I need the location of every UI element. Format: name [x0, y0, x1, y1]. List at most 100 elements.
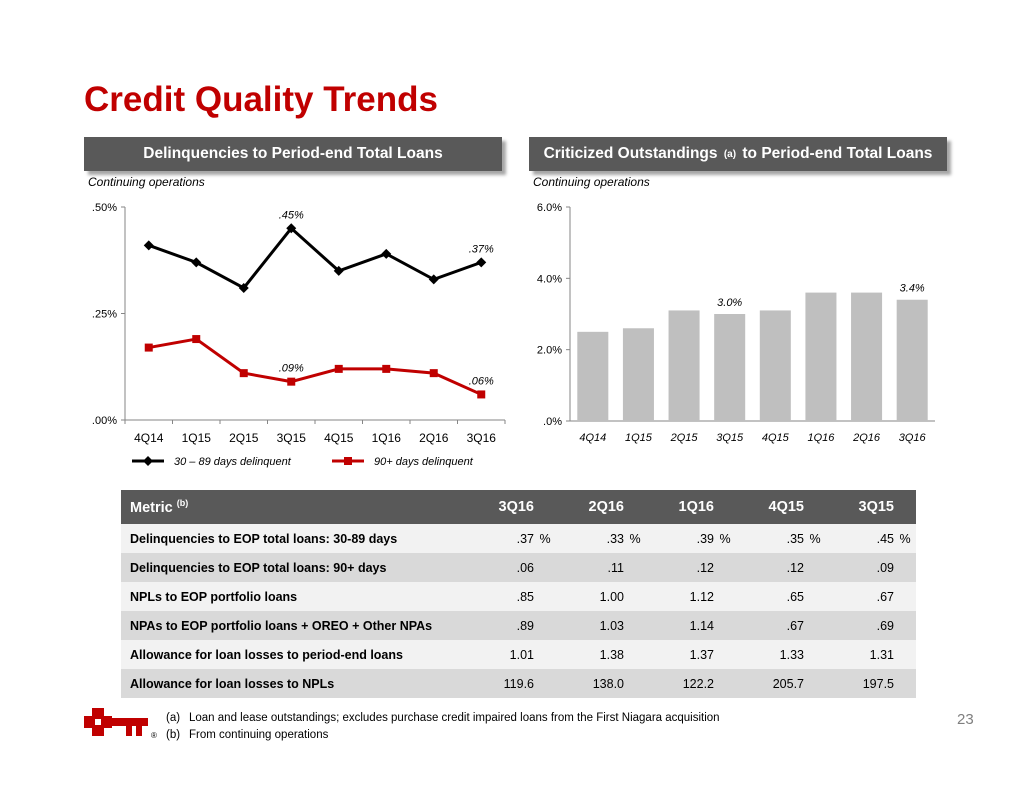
page-number: 23 [957, 711, 974, 728]
cell-value: 119.6 [458, 669, 534, 698]
header-metric-sup: (b) [176, 498, 189, 509]
cell-value: 1.03 [556, 611, 624, 640]
cell-value: .12 [646, 553, 714, 582]
data-point-square [144, 343, 153, 352]
table-header-row: Metric (b) 3Q16 2Q16 1Q16 4Q15 3Q15 [121, 490, 916, 524]
left-banner-text: Delinquencies to Period-end Total Loans [143, 145, 443, 162]
x-tick-label: 3Q16 [467, 431, 497, 445]
data-point-square [477, 390, 486, 399]
bar [668, 310, 700, 421]
y-tick-label: 6.0% [537, 202, 562, 214]
x-tick-label: 2Q15 [670, 432, 699, 444]
header-period: 3Q15 [826, 490, 894, 524]
data-label: .37% [469, 243, 494, 255]
footnote-mark: (b) [166, 729, 181, 741]
row-label: NPLs to EOP portfolio loans [121, 582, 458, 611]
right-banner-text-post: to Period-end Total Loans [742, 145, 933, 162]
right-banner-text-pre: Criticized Outstandings [543, 145, 718, 162]
cell-value: .89 [458, 611, 534, 640]
cell-value: 197.5 [826, 669, 894, 698]
header-period: 1Q16 [646, 490, 714, 524]
cell-value: 1.00 [556, 582, 624, 611]
registered-mark: ® [151, 731, 157, 740]
cell-pct: % [804, 524, 826, 553]
data-point-square [334, 364, 343, 373]
cell-value: .67 [826, 582, 894, 611]
cell-value: .09 [826, 553, 894, 582]
legend-label: 90+ days delinquent [374, 456, 474, 468]
cell-value: 122.2 [646, 669, 714, 698]
cell-value: 1.14 [646, 611, 714, 640]
cell-pct: % [894, 524, 916, 553]
cell-pct: % [624, 524, 646, 553]
row-label: Delinquencies to EOP total loans: 30-89 … [121, 524, 458, 553]
data-point-square [239, 369, 248, 378]
data-point-square [382, 364, 391, 373]
x-tick-label: 1Q15 [182, 431, 212, 445]
x-tick-label: 4Q15 [762, 432, 790, 444]
header-period: 2Q16 [556, 490, 624, 524]
cell-value: .11 [556, 553, 624, 582]
right-chart-banner: Criticized Outstandings (a) to Period-en… [529, 137, 947, 171]
cell-value: .39 [646, 524, 714, 553]
footnote-text: From continuing operations [189, 729, 329, 741]
cell-value: .35 [736, 524, 804, 553]
row-label: Allowance for loan losses to NPLs [121, 669, 458, 698]
footnote-mark: (a) [166, 712, 181, 724]
cell-value: 1.38 [556, 640, 624, 669]
table-row: Allowance for loan losses to period-end … [121, 640, 916, 669]
legend-label: 30 – 89 days delinquent [174, 456, 292, 468]
x-tick-label: 4Q14 [134, 431, 164, 445]
x-tick-label: 3Q15 [716, 432, 744, 444]
cell-value: 1.12 [646, 582, 714, 611]
header-period: 3Q16 [458, 490, 534, 524]
cell-value: .67 [736, 611, 804, 640]
data-label: 3.0% [717, 297, 742, 309]
x-tick-label: 3Q15 [277, 431, 307, 445]
data-point-diamond [381, 248, 392, 259]
y-tick-label: .00% [92, 415, 117, 427]
cell-pct: % [714, 524, 736, 553]
data-label: .09% [279, 363, 304, 375]
table-row: NPAs to EOP portfolio loans + OREO + Oth… [121, 611, 916, 640]
y-tick-label: 4.0% [537, 273, 562, 285]
row-label: Allowance for loan losses to period-end … [121, 640, 458, 669]
bar [805, 292, 837, 421]
bar [851, 292, 883, 421]
data-point-square [192, 335, 201, 344]
legend-marker [344, 457, 352, 465]
y-tick-label: .0% [543, 416, 562, 428]
header-metric-label: Metric [130, 499, 173, 516]
bar [622, 328, 654, 421]
header-metric: Metric (b) [121, 490, 458, 524]
y-tick-label: .25% [92, 309, 117, 321]
data-label: .06% [469, 375, 494, 387]
legend-marker [143, 456, 153, 466]
key-logo-icon [84, 708, 148, 736]
cell-value: .06 [458, 553, 534, 582]
bar [714, 314, 746, 421]
y-tick-label: .50% [92, 202, 117, 214]
right-banner-sup: (a) [723, 148, 737, 160]
criticized-bar-chart: .0% 2.0% 4.0% 6.0% 3.0% 3.4% 4Q14 1Q15 2Q15 3Q15 4… [537, 202, 935, 444]
cell-pct: % [534, 524, 556, 553]
table-row: Allowance for loan losses to NPLs 119.6 … [121, 669, 916, 698]
right-chart-note: Continuing operations [533, 175, 650, 189]
table-row: Delinquencies to EOP total loans: 90+ da… [121, 553, 916, 582]
cell-value: 138.0 [556, 669, 624, 698]
x-tick-label: 2Q16 [852, 432, 881, 444]
footnote-text: Loan and lease outstandings; excludes pu… [189, 712, 720, 724]
page-title: Credit Quality Trends [84, 80, 438, 119]
cell-value: .85 [458, 582, 534, 611]
bar [896, 299, 928, 421]
cell-value: .33 [556, 524, 624, 553]
row-label: Delinquencies to EOP total loans: 90+ da… [121, 553, 458, 582]
left-chart-banner: Delinquencies to Period-end Total Loans [84, 137, 502, 171]
cell-value: 1.33 [736, 640, 804, 669]
cell-value: 1.31 [826, 640, 894, 669]
cell-value: 205.7 [736, 669, 804, 698]
table-row: NPLs to EOP portfolio loans .85 1.00 1.1… [121, 582, 916, 611]
data-label: 3.4% [900, 283, 925, 295]
bar [759, 310, 791, 421]
x-tick-label: 4Q15 [324, 431, 354, 445]
